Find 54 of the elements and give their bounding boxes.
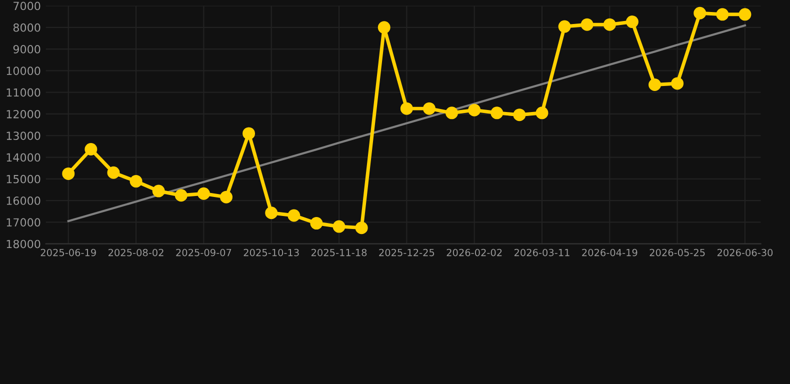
y-tick-label: 13000: [6, 132, 40, 140]
y-tick-label: 8000: [13, 23, 40, 32]
x-tick-label: 2026-06-30: [717, 248, 773, 256]
point: [130, 175, 142, 188]
x-tick-label: 2026-04-19: [582, 248, 638, 256]
point: [62, 167, 75, 180]
x-tick-label: 2026-03-11: [514, 248, 570, 256]
point: [671, 77, 684, 90]
point: [603, 18, 616, 31]
y-tick-label: 16000: [6, 196, 40, 205]
point: [738, 8, 752, 21]
x-tick-label: 2026-05-25: [650, 248, 705, 256]
x-tick-label: 2025-09-07: [176, 248, 232, 256]
y-tick-label: 14000: [6, 153, 40, 162]
point: [513, 108, 526, 122]
point: [332, 220, 346, 233]
point: [400, 102, 413, 115]
point: [694, 6, 706, 20]
point: [107, 166, 120, 179]
point: [558, 20, 571, 33]
y-tick-label: 15000: [6, 174, 40, 184]
y-tick-label: 11000: [6, 88, 40, 97]
point: [716, 8, 729, 21]
y-tick-label: 17000: [6, 218, 40, 227]
point: [197, 187, 210, 200]
point: [422, 102, 436, 115]
point: [490, 106, 504, 120]
point: [378, 21, 390, 34]
point: [174, 189, 188, 202]
x-tick-label: 2025-11-18: [311, 248, 367, 256]
point: [265, 206, 278, 220]
y-tick-label: 7000: [14, 2, 40, 10]
point: [648, 78, 662, 92]
point: [536, 106, 548, 120]
y-tick-label: 12000: [6, 110, 40, 118]
x-tick-label: 2026-02-02: [446, 248, 502, 256]
x-tick-label: 2025-08-02: [108, 248, 164, 256]
point: [84, 143, 98, 156]
point: [242, 127, 256, 140]
point: [152, 184, 165, 198]
x-tick-label: 2025-06-19: [40, 248, 96, 256]
y-tick-label: 9000: [13, 45, 40, 54]
y-tick-label: 18000: [6, 240, 40, 248]
x-tick-label: 2025-10-13: [244, 248, 299, 256]
point: [626, 16, 638, 28]
point: [355, 222, 368, 234]
point: [310, 217, 323, 230]
point: [468, 104, 481, 116]
y-tick-label: 10000: [6, 66, 40, 76]
point: [446, 106, 458, 120]
point: [288, 209, 300, 222]
point: [580, 18, 594, 31]
point: [220, 190, 232, 204]
x-tick-label: 2025-12-25: [379, 248, 434, 256]
